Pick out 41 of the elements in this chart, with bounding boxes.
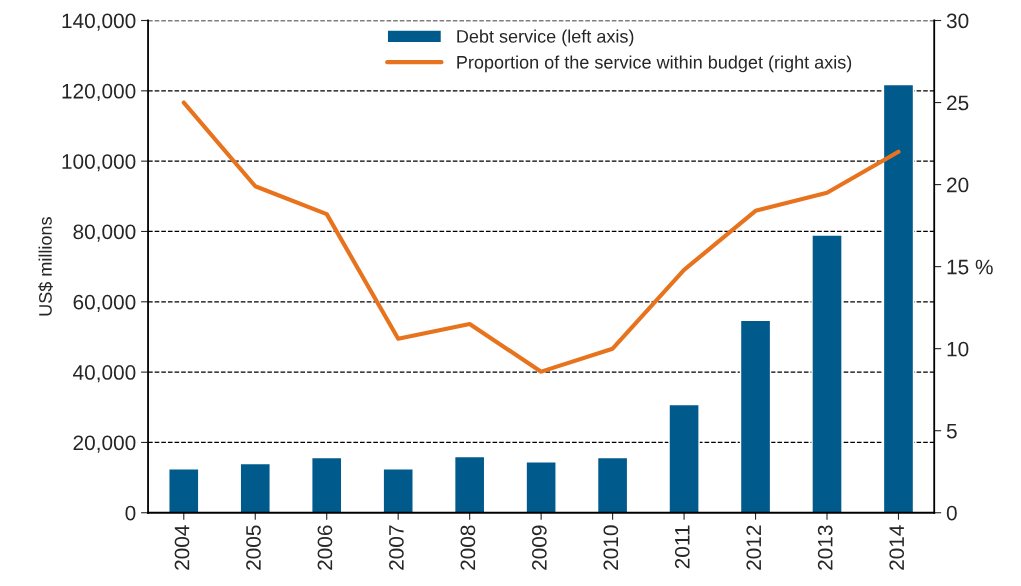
bar — [525, 461, 557, 513]
x-tick-label: 2005 — [246, 525, 261, 570]
bar — [596, 456, 629, 513]
y-tick-label: 20,000 — [73, 435, 136, 453]
legend-label: Proportion of the service within budget (right axis) — [457, 55, 852, 73]
y2-tick-label: 10 — [947, 341, 969, 357]
y-tick-label: 80,000 — [73, 224, 136, 242]
y2-tick-label: 20 — [947, 177, 969, 193]
x-tick-label: 2012 — [746, 525, 762, 570]
y-tick-label: 0 — [125, 505, 136, 521]
x-tick-label: 2014 — [889, 525, 905, 570]
bar — [453, 455, 486, 513]
bar — [668, 403, 700, 513]
bar — [382, 468, 414, 513]
x-tick-label: 2013 — [817, 525, 833, 570]
y-axis-title: US$ millions — [38, 217, 53, 316]
x-tick-label: 2004 — [174, 525, 190, 570]
legend-label: Debt service (left axis) — [457, 29, 634, 47]
x-tick-label: 2008 — [460, 525, 476, 570]
line-series — [181, 100, 901, 374]
bar — [739, 319, 772, 513]
bar — [311, 456, 343, 513]
y2-tick-label: 5 — [946, 423, 957, 439]
y-tick-label: 40,000 — [73, 365, 136, 383]
y-tick-label: 140,000 — [62, 13, 136, 31]
x-tick-label: 2010 — [603, 525, 619, 570]
bar — [168, 468, 200, 513]
y-tick-label: 60,000 — [73, 294, 136, 312]
y2-tick-label: 0 — [946, 505, 957, 521]
y-tick-label: 100,000 — [62, 154, 136, 172]
bar — [882, 83, 915, 513]
x-tick-label: 2009 — [531, 525, 547, 570]
y-tick-label: 120,000 — [62, 83, 136, 102]
x-tick-label: 2006 — [317, 525, 333, 570]
bar — [239, 462, 271, 513]
y2-tick-label: 15 % — [947, 259, 993, 275]
y2-tick-label: 30 — [946, 13, 969, 29]
y2-tick-label: 25 — [947, 95, 969, 111]
x-tick-label: 2011 — [674, 525, 690, 569]
bar — [811, 234, 843, 513]
x-tick-label: 2007 — [389, 525, 404, 570]
